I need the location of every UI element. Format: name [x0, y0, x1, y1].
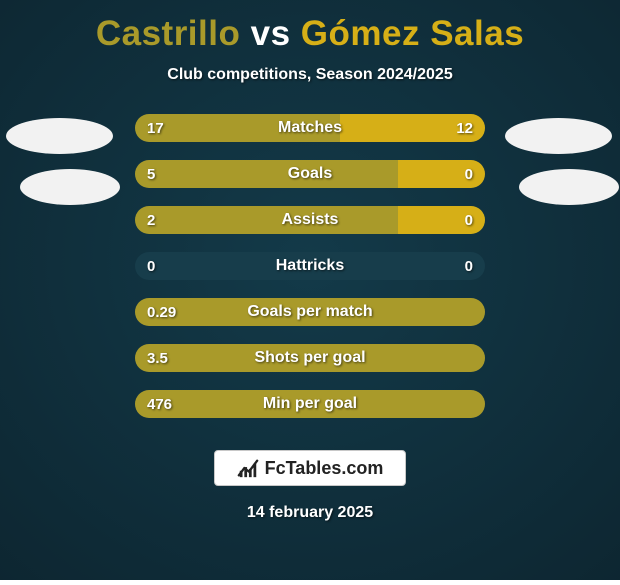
compare-area: 1712Matches 50Goals 20Assists 00Hattricks 0.…: [0, 114, 620, 436]
chart-icon: [237, 457, 259, 479]
date-text: 14 february 2025: [247, 504, 373, 522]
left-photo-placeholder: [6, 118, 113, 154]
stat-row: 0.29Goals per match: [135, 298, 485, 326]
stat-label: Shots per goal: [135, 344, 485, 372]
subtitle: Club competitions, Season 2024/2025: [167, 66, 452, 84]
title-player2: Gómez Salas: [301, 14, 524, 53]
stat-label: Goals: [135, 160, 485, 188]
stat-row: 20Assists: [135, 206, 485, 234]
right-photo-placeholder: [505, 118, 612, 154]
stat-label: Assists: [135, 206, 485, 234]
page-title: Castrillo vs Gómez Salas: [96, 14, 524, 54]
stat-label: Goals per match: [135, 298, 485, 326]
stat-label: Hattricks: [135, 252, 485, 280]
stat-row: 1712Matches: [135, 114, 485, 142]
title-player1: Castrillo: [96, 14, 241, 53]
stat-row: 476Min per goal: [135, 390, 485, 418]
left-photo-placeholder: [20, 169, 120, 205]
logo-box: FcTables.com: [214, 450, 407, 486]
stat-row: 00Hattricks: [135, 252, 485, 280]
stat-label: Matches: [135, 114, 485, 142]
title-vs: vs: [251, 14, 291, 53]
stat-row: 3.5Shots per goal: [135, 344, 485, 372]
logo-text: FcTables.com: [265, 458, 384, 479]
stat-row: 50Goals: [135, 160, 485, 188]
right-photo-placeholder: [519, 169, 619, 205]
content-root: Castrillo vs Gómez Salas Club competitio…: [0, 0, 620, 580]
stat-label: Min per goal: [135, 390, 485, 418]
